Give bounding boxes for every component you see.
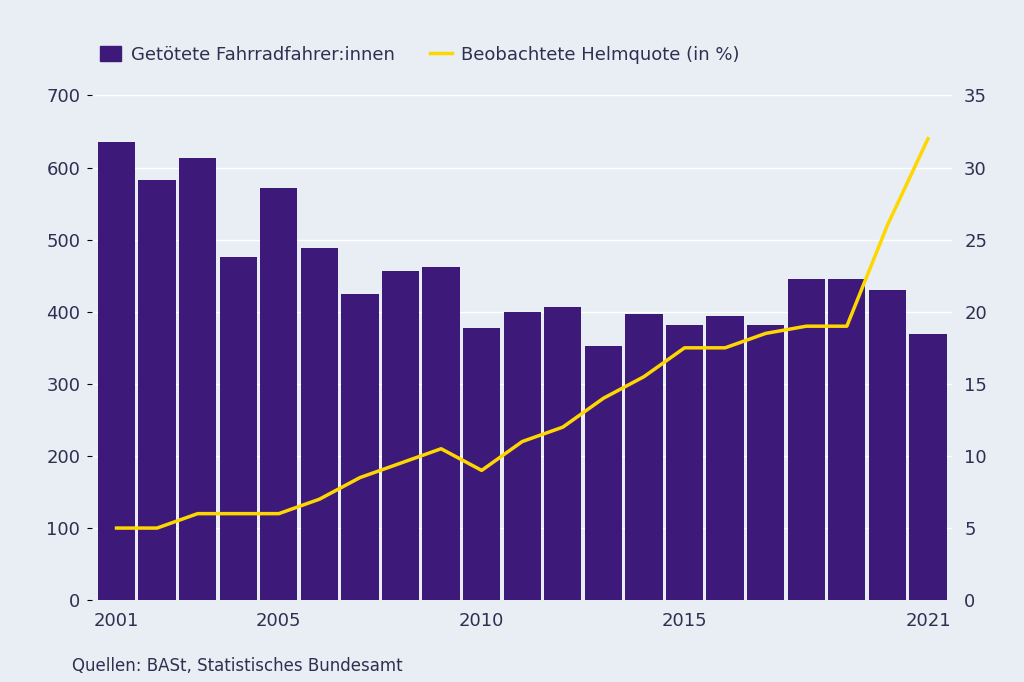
Bar <box>463 327 501 600</box>
Bar <box>707 316 743 600</box>
Bar <box>98 143 135 600</box>
Bar <box>179 158 216 600</box>
Bar <box>828 280 865 600</box>
Bar <box>423 267 460 600</box>
Bar <box>909 334 946 600</box>
Bar <box>626 314 663 600</box>
Bar <box>301 248 338 600</box>
Bar <box>666 325 703 600</box>
Bar <box>585 346 622 600</box>
Bar <box>787 280 825 600</box>
Bar <box>341 294 379 600</box>
Text: Quellen: BASt, Statistisches Bundesamt: Quellen: BASt, Statistisches Bundesamt <box>72 657 402 675</box>
Bar <box>382 271 419 600</box>
Bar <box>504 312 541 600</box>
Bar <box>219 257 257 600</box>
Bar <box>544 308 582 600</box>
Bar <box>138 180 176 600</box>
Bar <box>748 325 784 600</box>
Bar <box>868 290 906 600</box>
Legend: Getötete Fahrradfahrer:innen, Beobachtete Helmquote (in %): Getötete Fahrradfahrer:innen, Beobachtet… <box>92 39 746 72</box>
Bar <box>260 188 297 600</box>
